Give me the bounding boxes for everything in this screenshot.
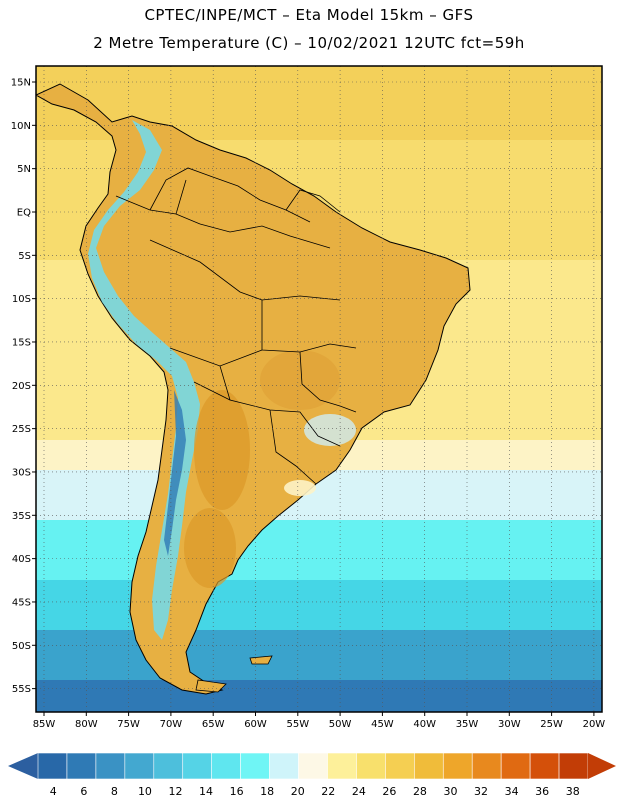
colorbar-cell [529,752,560,780]
ocean-band [36,580,602,630]
colorbar-label: 28 [413,785,427,798]
latitude-label: 15N [11,78,31,89]
latitude-label: 15S [12,337,31,348]
latitude-label: 5N [17,164,31,175]
latitude-label: 40S [12,554,31,565]
mato-grosso-warm-region [260,350,340,410]
latitude-label: EQ [17,207,31,218]
longitude-labels: 85W 80W 75W 70W 65W 60W 55W 50W 45W 40W 35W 30W 25W 2… [33,719,606,730]
colorbar-cell [37,752,68,780]
colorbar-label: 4 [50,785,57,798]
colorbar-label: 14 [199,785,213,798]
colorbar-label: 26 [382,785,396,798]
southeast-brazil-cool-patch [304,414,356,446]
colorbar-cell [500,752,531,780]
longitude-label: 50W [329,719,352,730]
colorbar-cell [211,752,241,780]
latitude-label: 35S [12,511,31,522]
colorbar-label: 16 [230,785,244,798]
map-title-line-2: 2 Metre Temperature (C) – 10/02/2021 12U… [93,34,525,52]
longitude-label: 35W [456,719,479,730]
colorbar-cell [558,752,589,780]
colorbar-label: 10 [138,785,152,798]
longitude-label: 80W [75,719,98,730]
colorbar-cell [298,752,328,780]
colorbar-high-arrow [588,753,616,779]
ocean-band [36,630,602,680]
longitude-label: 20W [583,719,606,730]
colorbar-cell [240,752,270,780]
longitude-label: 60W [244,719,267,730]
colorbar-label: 18 [260,785,274,798]
colorbar-label: 36 [535,785,549,798]
latitude-label: 10N [11,121,31,132]
latitude-label: 20S [12,381,31,392]
longitude-label: 30W [498,719,521,730]
tierra-del-fuego [195,679,227,693]
longitude-label: 55W [286,719,309,730]
colorbar-label: 8 [111,785,118,798]
latitude-label: 55S [12,684,31,695]
colorbar-cell [66,752,97,780]
latitude-label: 25S [12,424,31,435]
country-borders [115,167,357,485]
colorbar-label: 24 [352,785,366,798]
longitude-label: 40W [413,719,436,730]
latitude-labels: 15N 10N 5N EQ 5S 10S 15S 20S 25S 30S 35S 40S 45S 50S 5… [11,78,31,696]
colorbar-label: 38 [566,785,580,798]
axis-ticks [32,81,595,716]
latitude-label: 50S [12,641,31,652]
longitude-label: 70W [160,719,183,730]
temperature-colorbar: 4 6 8 10 12 14 16 18 20 22 24 26 28 30 32 34 36 38 [8,752,616,798]
south-america-landmass [36,83,471,695]
colorbar-cell [182,752,212,780]
longitude-label: 65W [202,719,225,730]
colorbar-cell [442,752,473,780]
colorbar-cell [124,752,155,780]
colorbar-label: 32 [474,785,488,798]
latitude-label: 45S [12,597,31,608]
ocean-band [36,520,602,580]
colorbar-cell [153,752,184,780]
longitude-label: 75W [117,719,140,730]
map-title-line-1: CPTEC/INPE/MCT – Eta Model 15km – GFS [144,6,474,24]
andes-high-peaks [164,390,186,556]
latitude-label: 5S [18,251,31,262]
colorbar-cell [471,752,502,780]
colorbar-label: 30 [444,785,458,798]
colorbar-label: 6 [80,785,87,798]
chaco-hot-region [194,390,250,510]
colorbar-label: 22 [321,785,335,798]
colorbar-cell [414,752,444,780]
colorbar-label: 12 [169,785,183,798]
longitude-label: 45W [371,719,394,730]
ocean-band [36,680,602,712]
longitude-label: 85W [33,719,56,730]
uruguay-mild-patch [284,480,316,496]
latitude-label: 30S [12,467,31,478]
longitude-label: 25W [540,719,563,730]
colorbar-cell [95,752,126,780]
colorbar-cell [327,752,357,780]
colorbar-label: 20 [291,785,305,798]
colorbar-low-arrow [8,753,38,779]
latitude-label: 10S [12,294,31,305]
colorbar-cell [385,752,415,780]
colorbar-cell [356,752,386,780]
colorbar-label: 34 [505,785,519,798]
map-frame [35,65,603,713]
patagonia-warm-region [184,508,236,588]
colorbar-cell [269,752,299,780]
